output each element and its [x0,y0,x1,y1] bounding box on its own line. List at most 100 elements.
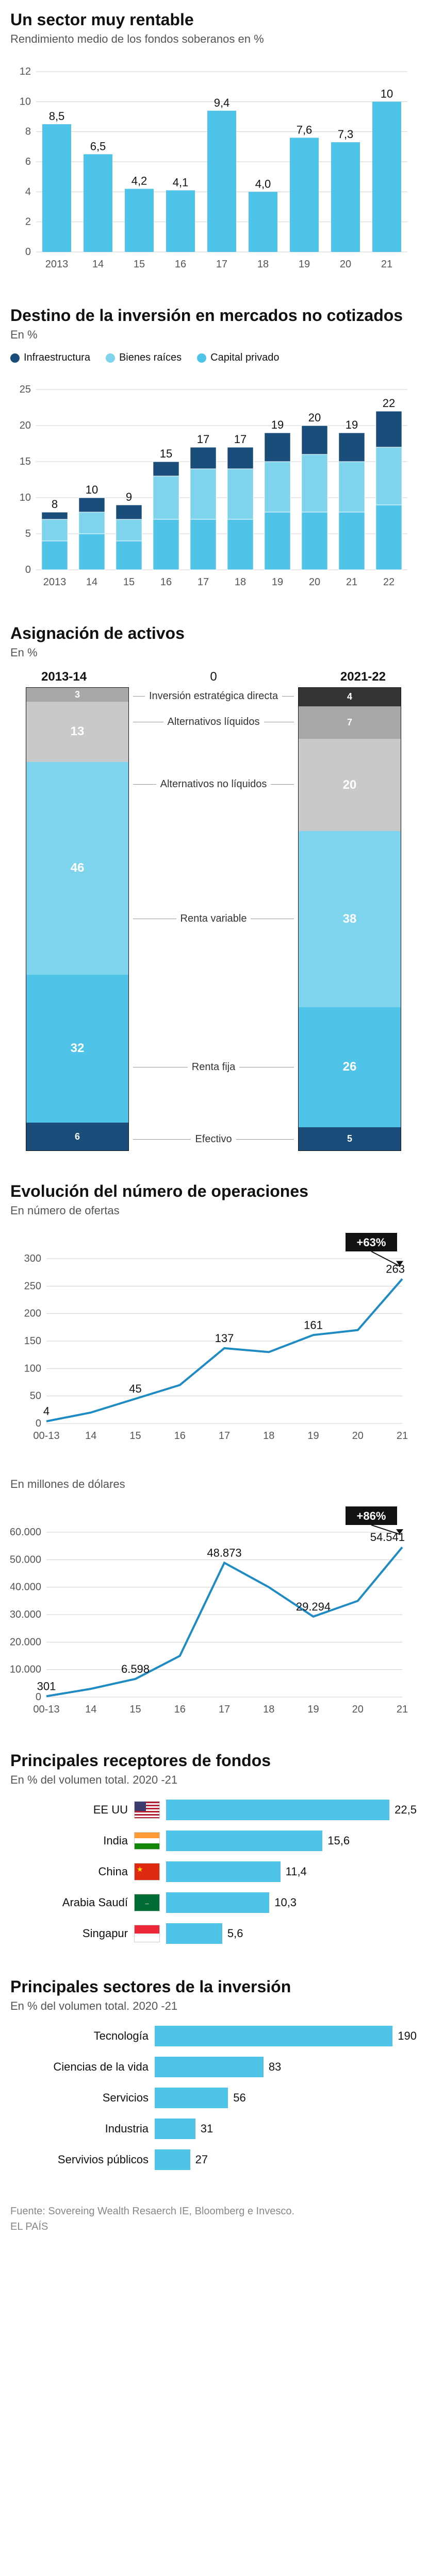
chart2-legend: InfraestructuraBienes raícesCapital priv… [10,352,417,364]
svg-text:17: 17 [198,577,209,588]
svg-text:17: 17 [234,433,247,446]
svg-text:9: 9 [126,490,132,503]
alloc-zero: 0 [210,670,217,684]
svg-text:+86%: +86% [357,1510,386,1522]
svg-text:17: 17 [219,1704,230,1715]
svg-text:15: 15 [129,1704,141,1715]
svg-text:19: 19 [272,577,283,588]
footer-brand: EL PAÍS [10,2219,417,2234]
svg-text:21: 21 [397,1704,408,1715]
svg-text:10.000: 10.000 [10,1664,41,1675]
svg-text:25: 25 [20,384,31,395]
svg-text:20: 20 [309,577,320,588]
chart4-subtitle: En número de ofertas [10,1204,417,1217]
svg-text:19: 19 [346,418,358,431]
svg-text:15: 15 [129,1430,141,1442]
svg-text:48.873: 48.873 [207,1546,241,1559]
svg-text:8: 8 [52,498,58,511]
svg-text:300: 300 [24,1253,41,1264]
svg-text:4,2: 4,2 [132,175,147,188]
svg-text:0: 0 [36,1691,41,1703]
svg-text:250: 250 [24,1280,41,1292]
svg-text:18: 18 [257,259,269,270]
svg-text:30.000: 30.000 [10,1609,41,1620]
svg-text:19: 19 [299,259,310,270]
chart6-subtitle: En % del volumen total. 2020 -21 [10,1773,417,1787]
svg-text:22: 22 [383,577,395,588]
svg-text:4,1: 4,1 [173,176,189,189]
svg-text:29.294: 29.294 [296,1600,331,1613]
svg-text:15: 15 [20,456,31,467]
chart3: Asignación de activos En % 2013-14 0 202… [10,624,417,1151]
svg-text:15: 15 [160,447,172,460]
svg-text:0: 0 [25,564,31,575]
svg-text:16: 16 [174,1704,186,1715]
svg-text:19: 19 [271,418,284,431]
svg-text:20: 20 [352,1704,364,1715]
svg-text:50: 50 [30,1391,41,1402]
alloc-left-header: 2013-14 [41,670,87,684]
svg-text:17: 17 [219,1430,230,1442]
svg-text:5: 5 [25,528,31,539]
chart1: Un sector muy rentable Rendimiento medio… [10,10,417,275]
chart7-subtitle: En % del volumen total. 2020 -21 [10,1999,417,2013]
svg-text:8,5: 8,5 [49,110,65,123]
chart7-title: Principales sectores de la inversión [10,1977,417,1996]
svg-text:14: 14 [85,1704,96,1715]
svg-text:9,4: 9,4 [214,96,230,109]
svg-text:18: 18 [235,577,246,588]
svg-text:16: 16 [175,259,186,270]
chart4: Evolución del número de operaciones En n… [10,1182,417,1447]
alloc-center: Inversión estratégica directaAlternativo… [129,687,298,1151]
alloc-wrap: 31346326 Inversión estratégica directaAl… [10,687,417,1151]
svg-text:10: 10 [20,492,31,503]
svg-text:0: 0 [25,246,31,258]
chart6: Principales receptores de fondos En % de… [10,1751,417,1946]
svg-text:+63%: +63% [357,1236,386,1249]
svg-text:16: 16 [174,1430,186,1442]
svg-text:100: 100 [24,1363,41,1374]
chart5: En millones de dólares 010.00020.00030.0… [10,1478,417,1720]
svg-text:0: 0 [36,1418,41,1429]
svg-text:40.000: 40.000 [10,1582,41,1593]
svg-text:2: 2 [25,216,31,228]
footer-source: Fuente: Sovereing Wealth Resaerch IE, Bl… [10,2204,417,2219]
chart5-svg: 010.00020.00030.00040.00050.00060.00000-… [10,1501,413,1718]
svg-text:21: 21 [397,1430,408,1442]
chart1-subtitle: Rendimiento medio de los fondos soberano… [10,32,417,46]
chart2-svg: 0510152025820131014915151617171718191920… [10,374,413,590]
svg-text:20: 20 [352,1430,364,1442]
svg-text:17: 17 [216,259,227,270]
svg-text:14: 14 [92,259,104,270]
svg-text:4,0: 4,0 [255,177,271,190]
alloc-bar-left: 31346326 [26,687,129,1151]
svg-text:6,5: 6,5 [90,140,106,152]
svg-text:18: 18 [263,1704,274,1715]
svg-text:2013: 2013 [45,259,69,270]
alloc-right-header: 2021-22 [340,670,386,684]
svg-text:00-13: 00-13 [33,1430,59,1442]
svg-text:21: 21 [381,259,392,270]
svg-text:301: 301 [37,1680,56,1692]
footer: Fuente: Sovereing Wealth Resaerch IE, Bl… [10,2204,417,2234]
svg-text:10: 10 [86,483,98,496]
svg-text:22: 22 [383,397,395,410]
chart7-bars: Tecnología190Ciencias de la vida83Servic… [10,2023,417,2173]
svg-text:4: 4 [25,186,31,197]
svg-text:20: 20 [20,420,31,431]
chart2-subtitle: En % [10,328,417,342]
svg-text:7,6: 7,6 [297,123,313,136]
svg-text:150: 150 [24,1335,41,1347]
svg-text:200: 200 [24,1308,41,1319]
svg-text:15: 15 [134,259,145,270]
svg-text:4: 4 [43,1405,50,1418]
svg-text:10: 10 [381,87,393,100]
chart4-svg: 05010015020025030000-1314151617181920214… [10,1228,413,1444]
svg-text:17: 17 [197,433,209,446]
alloc-bar-right: 472038265 [298,687,401,1151]
svg-text:8: 8 [25,126,31,138]
chart6-bars: EE UU22,5India15,6China★11,4Arabia Saudí… [10,1797,417,1946]
svg-text:16: 16 [160,577,172,588]
chart3-subtitle: En % [10,646,417,659]
svg-text:50.000: 50.000 [10,1554,41,1565]
